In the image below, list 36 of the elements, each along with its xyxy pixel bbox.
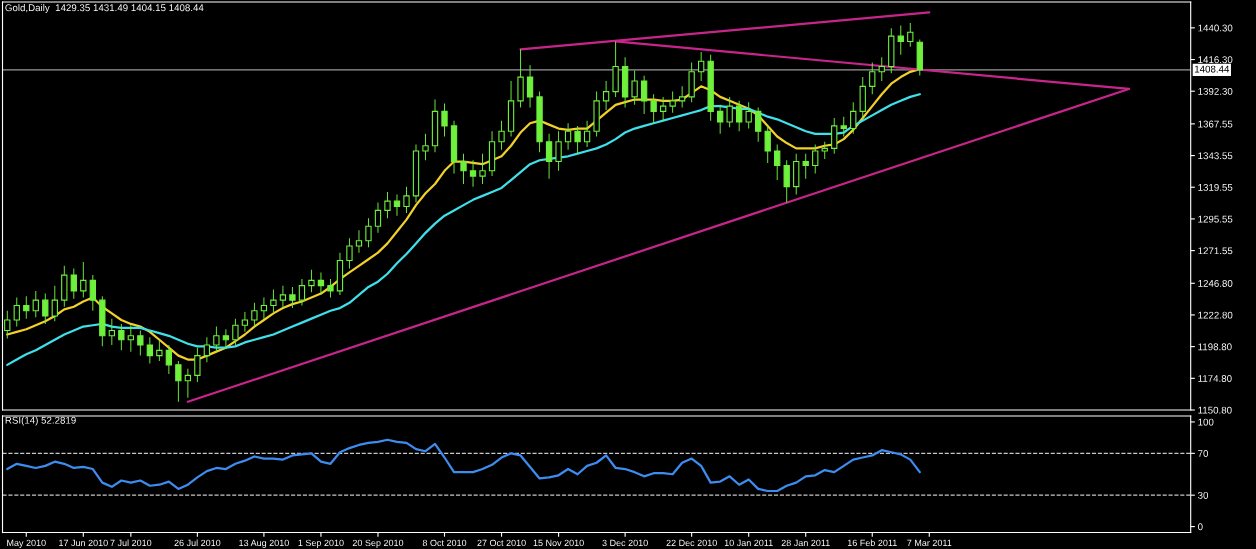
ref-line-label: 1408.44 [1194, 65, 1230, 73]
y-tick-label: 1440.30 [1198, 24, 1233, 32]
x-tick-label: 10 Jan 2011 [724, 539, 773, 547]
x-tick-label: 8 Oct 2010 [422, 539, 467, 547]
x-tick-label: 26 Jul 2010 [174, 539, 221, 547]
x-tick-label: 1 Sep 2010 [298, 539, 344, 548]
x-tick-label: 15 Nov 2010 [533, 539, 584, 547]
x-tick-label: May 2010 [7, 539, 46, 548]
y-tick-label: 1295.55 [1198, 215, 1233, 223]
x-tick-label: 20 Sep 2010 [352, 539, 404, 548]
x-tick-label: 27 Oct 2010 [477, 539, 526, 547]
x-tick-label: 22 Dec 2010 [666, 539, 717, 547]
chart-title: Gold,Daily 1429.35 1431.49 1404.15 1408.44 [5, 4, 204, 14]
y-tick-label: 1343.55 [1198, 152, 1233, 160]
y-tick-label: 30 [1198, 491, 1209, 499]
y-tick-label: 1416.30 [1198, 56, 1233, 64]
x-tick-label: 13 Aug 2010 [239, 539, 289, 548]
x-tick-label: 17 Jun 2010 [59, 539, 108, 547]
y-tick-label: 1150.80 [1198, 406, 1232, 414]
x-tick-label: 7 Mar 2011 [907, 539, 952, 547]
y-tick-label: 1367.55 [1198, 120, 1233, 128]
x-tick-label: 7 Jul 2010 [110, 539, 152, 547]
y-tick-label: 1271.55 [1198, 247, 1233, 255]
x-tick-label: 16 Feb 2011 [847, 539, 897, 547]
y-tick-label: 1222.80 [1198, 311, 1233, 319]
y-tick-label: 1198.80 [1198, 343, 1232, 351]
x-tick-label: 28 Jan 2011 [781, 539, 830, 547]
y-tick-label: 0 [1198, 523, 1203, 531]
y-tick-label: 100 [1198, 418, 1214, 426]
y-tick-label: 70 [1198, 450, 1209, 457]
y-tick-label: 1246.80 [1198, 280, 1233, 287]
y-tick-label: 1319.55 [1198, 183, 1233, 191]
y-tick-label: 1392.30 [1198, 87, 1233, 95]
chart-title: RSI(14) 52.2819 [5, 416, 76, 426]
x-tick-label: 3 Dec 2010 [602, 539, 648, 547]
y-tick-label: 1174.80 [1198, 375, 1232, 382]
